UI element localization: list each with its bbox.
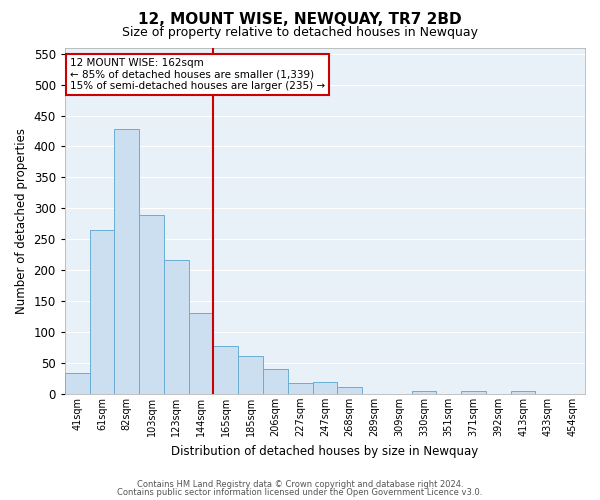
Text: 12 MOUNT WISE: 162sqm
← 85% of detached houses are smaller (1,339)
15% of semi-d: 12 MOUNT WISE: 162sqm ← 85% of detached …: [70, 58, 325, 91]
X-axis label: Distribution of detached houses by size in Newquay: Distribution of detached houses by size …: [171, 444, 479, 458]
Bar: [461, 392, 486, 394]
Bar: [313, 382, 337, 394]
Bar: [115, 129, 139, 394]
Bar: [412, 391, 436, 394]
Bar: [139, 214, 164, 394]
Bar: [511, 392, 535, 394]
Text: 12, MOUNT WISE, NEWQUAY, TR7 2BD: 12, MOUNT WISE, NEWQUAY, TR7 2BD: [138, 12, 462, 28]
Bar: [214, 346, 238, 394]
Bar: [337, 387, 362, 394]
Bar: [288, 383, 313, 394]
Text: Contains public sector information licensed under the Open Government Licence v3: Contains public sector information licen…: [118, 488, 482, 497]
Bar: [89, 230, 115, 394]
Text: Contains HM Land Registry data © Crown copyright and database right 2024.: Contains HM Land Registry data © Crown c…: [137, 480, 463, 489]
Y-axis label: Number of detached properties: Number of detached properties: [15, 128, 28, 314]
Bar: [238, 356, 263, 394]
Bar: [263, 369, 288, 394]
Bar: [164, 260, 188, 394]
Bar: [188, 314, 214, 394]
Bar: [65, 374, 89, 394]
Text: Size of property relative to detached houses in Newquay: Size of property relative to detached ho…: [122, 26, 478, 39]
